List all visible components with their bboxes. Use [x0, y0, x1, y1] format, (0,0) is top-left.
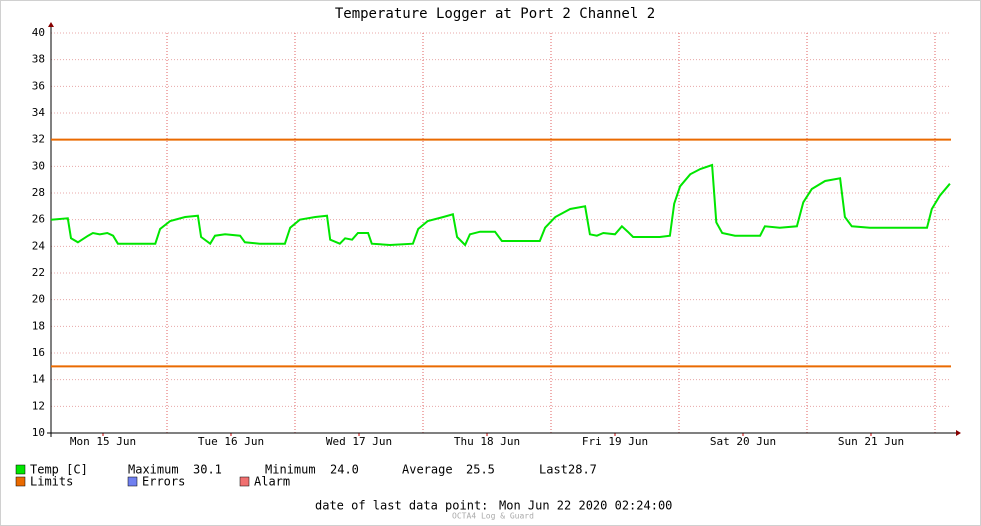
y-tick-label: 14 — [32, 373, 46, 386]
line-series — [50, 163, 951, 247]
legend-label: Errors — [142, 475, 185, 489]
footer-label: date of last data point: — [315, 499, 488, 513]
stat-label: Last — [539, 463, 568, 477]
stat-label: Minimum — [265, 463, 316, 477]
y-tick-label: 38 — [32, 53, 45, 66]
y-tick-label: 16 — [32, 346, 45, 359]
stat-value: 28.7 — [568, 463, 597, 477]
x-tick-label: Mon 15 Jun — [70, 435, 136, 448]
stat-label: Average — [402, 463, 453, 477]
x-tick-label: Sat 20 Jun — [710, 435, 776, 448]
y-tick-label: 12 — [32, 399, 45, 412]
legend-swatch — [127, 476, 138, 487]
y-tick-label: 30 — [32, 159, 45, 172]
legend-label: Temp [C] — [30, 463, 88, 477]
chart-title: Temperature Logger at Port 2 Channel 2 — [335, 6, 655, 22]
x-tick-label: Sun 21 Jun — [838, 435, 904, 448]
y-tick-label: 10 — [32, 426, 45, 439]
stat-label: Maximum — [128, 463, 179, 477]
legend-label: Alarm — [254, 475, 290, 489]
y-tick-label: 22 — [32, 266, 45, 279]
stat-value: 25.5 — [466, 463, 495, 477]
axis-arrow — [956, 430, 961, 436]
y-tick-label: 26 — [32, 213, 45, 226]
legend-swatch — [15, 476, 26, 487]
y-tick-label: 34 — [32, 106, 46, 119]
y-tick-label: 36 — [32, 79, 45, 92]
legend-label: Limits — [30, 475, 73, 489]
stat-value: 30.1 — [193, 463, 222, 477]
legend-swatch — [15, 464, 26, 475]
y-tick-label: 20 — [32, 293, 45, 306]
x-tick-label: Fri 19 Jun — [582, 435, 648, 448]
y-tick-label: 18 — [32, 319, 45, 332]
last-date: Mon Jun 22 2020 02:24:00 — [499, 499, 672, 513]
y-tick-label: 28 — [32, 186, 45, 199]
legend-swatch — [239, 476, 250, 487]
credit: OCTA4 Log & Guard — [452, 512, 534, 521]
y-tick-label: 32 — [32, 133, 45, 146]
x-tick-label: Thu 18 Jun — [454, 435, 520, 448]
x-tick-label: Wed 17 Jun — [326, 435, 392, 448]
axis-arrow — [48, 22, 54, 27]
x-tick-label: Tue 16 Jun — [198, 435, 264, 448]
y-tick-label: 24 — [32, 239, 46, 252]
stat-value: 24.0 — [330, 463, 359, 477]
y-tick-label: 40 — [32, 26, 45, 39]
